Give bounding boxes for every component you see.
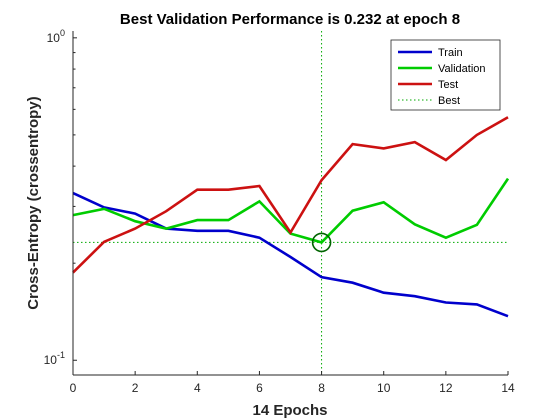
x-tick-label: 4 (194, 381, 201, 395)
best-marker-lines (73, 31, 508, 375)
x-axis-ticks: 0 2 4 6 8 10 12 14 (70, 371, 515, 395)
x-tick-label: 6 (256, 381, 263, 395)
y-tick-label: 100 (47, 28, 65, 45)
series-lines (72, 116, 510, 318)
series-test-line (72, 116, 509, 274)
legend: Train Validation Test Best (390, 39, 501, 111)
x-tick-label: 14 (501, 381, 515, 395)
best-marker (311, 232, 332, 253)
series-train-line (72, 191, 509, 318)
y-tick-label: 10-1 (44, 350, 65, 367)
y-axis-ticks: 100 10-1 (44, 28, 77, 367)
legend-label-validation: Validation (438, 63, 486, 75)
legend-label-best: Best (438, 95, 460, 107)
x-tick-label: 0 (70, 381, 77, 395)
x-tick-label: 10 (377, 381, 391, 395)
legend-label-test: Test (438, 79, 458, 91)
x-tick-label: 8 (318, 381, 325, 395)
x-axis-label: 14 Epochs (252, 402, 327, 419)
x-tick-label: 12 (439, 381, 453, 395)
chart-title: Best Validation Performance is 0.232 at … (120, 11, 460, 28)
best-circle (311, 232, 332, 253)
x-tick-label: 2 (132, 381, 139, 395)
legend-label-train: Train (438, 47, 463, 59)
y-axis-label: Cross-Entropy (crossentropy) (25, 96, 42, 309)
